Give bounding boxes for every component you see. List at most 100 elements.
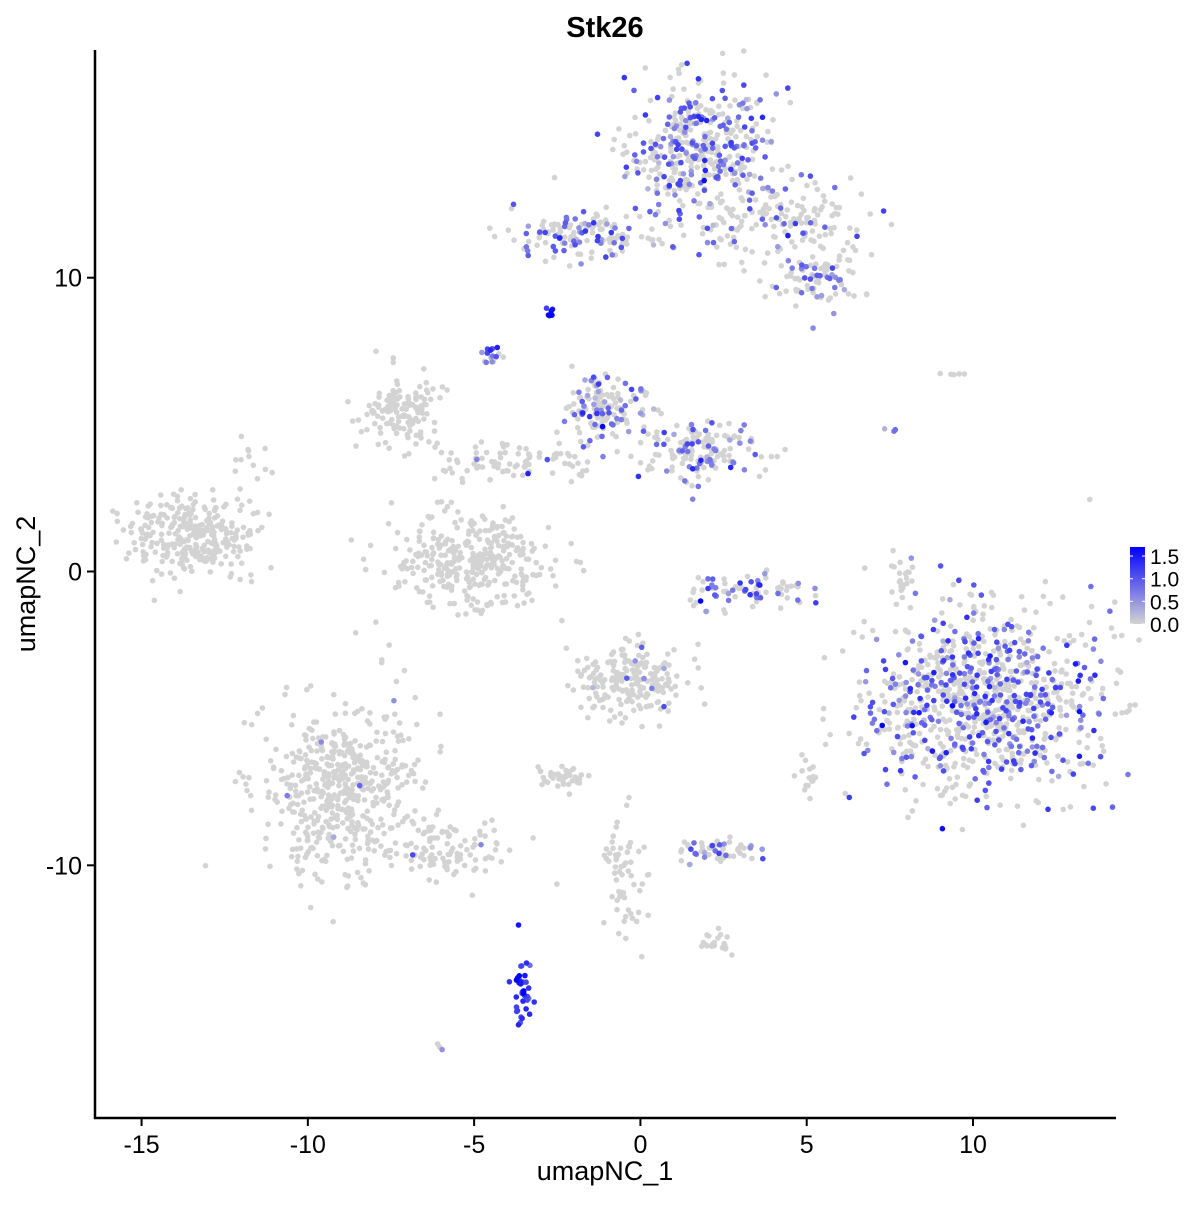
cell-point: [455, 543, 462, 550]
cell-point: [613, 877, 620, 883]
cell-point: [622, 402, 628, 409]
cell-point: [132, 546, 139, 553]
cell-point: [602, 692, 608, 698]
cell-point: [953, 726, 960, 733]
cell-point: [575, 416, 581, 422]
cell-point: [590, 374, 597, 381]
cell-point: [704, 418, 711, 425]
cell-point: [741, 48, 747, 54]
cell-point: [717, 235, 723, 242]
cell-point: [971, 724, 978, 730]
cell-point: [404, 536, 410, 543]
cell-point: [424, 411, 430, 417]
cell-point: [619, 871, 625, 878]
cell-point: [938, 647, 945, 654]
cell-point: [788, 269, 794, 276]
cell-point: [662, 660, 668, 666]
cell-point: [778, 210, 785, 217]
cell-point: [645, 186, 651, 192]
cell-point: [648, 145, 654, 152]
cell-point: [810, 325, 816, 331]
cell-point: [822, 741, 829, 748]
cell-point: [248, 807, 255, 814]
cell-point: [512, 573, 518, 579]
cell-point: [167, 570, 174, 576]
cell-point: [334, 816, 341, 823]
cell-point: [1054, 635, 1060, 642]
cell-point: [403, 779, 410, 785]
cell-point: [386, 420, 393, 426]
cell-point: [523, 979, 529, 985]
cell-point: [749, 156, 756, 163]
cell-point: [709, 576, 716, 582]
cell-point: [632, 658, 638, 664]
cell-point: [721, 576, 727, 582]
cell-point: [187, 563, 194, 570]
cell-point: [1112, 599, 1118, 605]
cell-point: [992, 742, 998, 748]
cell-point: [961, 371, 968, 377]
cell-point: [323, 818, 329, 825]
cell-point: [254, 475, 261, 482]
cell-point: [743, 133, 750, 140]
cell-point: [367, 721, 373, 727]
cell-point: [482, 527, 489, 534]
cell-point: [1001, 626, 1008, 633]
cell-point: [500, 442, 506, 448]
cell-point: [736, 585, 742, 592]
cell-point: [307, 770, 314, 776]
cell-point: [899, 594, 906, 601]
cell-point: [487, 347, 494, 354]
cell-point: [704, 239, 711, 246]
cell-point: [230, 548, 237, 555]
cell-point: [193, 548, 200, 554]
cell-point: [653, 176, 660, 182]
cell-point: [1100, 695, 1107, 702]
cell-point: [691, 656, 698, 662]
cell-point: [668, 447, 674, 454]
cell-point: [410, 570, 416, 577]
cell-point: [500, 530, 506, 536]
cell-point: [716, 261, 722, 268]
cell-point: [993, 656, 1000, 663]
cell-point: [1080, 760, 1086, 767]
cell-point: [472, 461, 478, 468]
cell-point: [250, 510, 257, 517]
cell-point: [158, 492, 164, 498]
cell-point: [1016, 624, 1023, 631]
cell-point: [1004, 699, 1010, 705]
cell-point: [464, 597, 470, 603]
cell-point: [809, 228, 816, 234]
cell-point: [208, 551, 215, 557]
cell-point: [374, 729, 380, 735]
cell-point: [777, 205, 784, 211]
cell-point: [1020, 822, 1027, 829]
cell-point: [1049, 676, 1056, 683]
cell-point: [891, 564, 897, 570]
cell-point: [282, 691, 288, 698]
cell-point: [947, 747, 954, 754]
cell-point: [807, 262, 814, 269]
cell-point: [308, 747, 315, 754]
cell-point: [267, 758, 274, 764]
cell-point: [447, 851, 453, 858]
cell-point: [997, 802, 1003, 808]
cell-point: [391, 811, 397, 818]
cell-point: [478, 581, 484, 587]
cell-point: [975, 643, 982, 650]
cell-point: [996, 737, 1002, 743]
cell-point: [476, 536, 483, 543]
cell-point: [771, 223, 777, 230]
cell-point: [896, 652, 902, 658]
cell-point: [390, 761, 397, 767]
cell-point: [314, 876, 321, 882]
cell-point: [415, 564, 421, 571]
cell-point: [539, 781, 545, 788]
cell-point: [248, 721, 255, 728]
cell-point: [387, 403, 393, 410]
cell-point: [666, 217, 672, 224]
cell-point: [639, 881, 646, 887]
cell-point: [924, 674, 930, 681]
cell-point: [638, 692, 644, 698]
cell-point: [981, 670, 988, 676]
